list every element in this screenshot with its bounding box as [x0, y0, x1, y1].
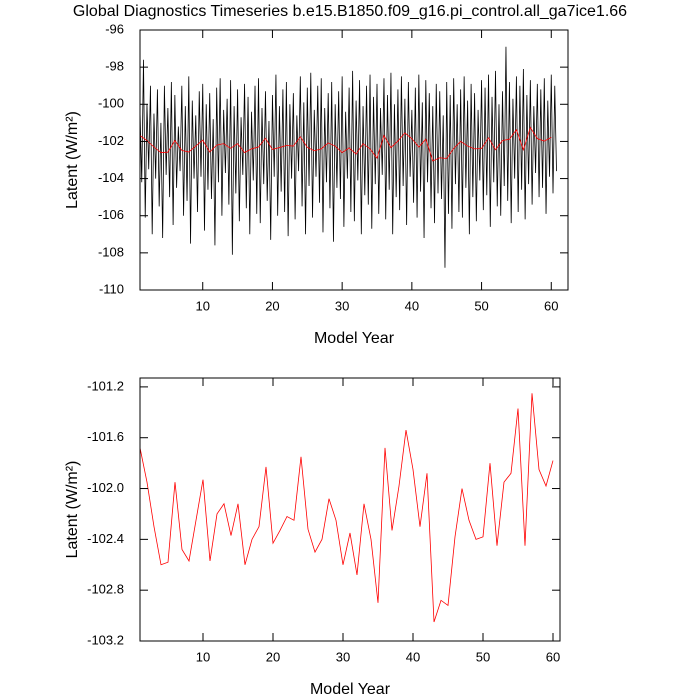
x-tick-label: 60 [544, 298, 558, 313]
y-tick-label: -110 [99, 281, 124, 296]
y-axis-label: Latent (W/m²) [64, 461, 81, 559]
y-tick-label: -96 [105, 21, 124, 36]
data-line [139, 46, 557, 268]
y-tick-label: -103.2 [87, 632, 124, 647]
x-tick-label: 40 [406, 649, 420, 664]
y-tick-label: -102.4 [87, 531, 124, 546]
plot-frame [139, 377, 561, 642]
y-tick-label: -98 [105, 59, 124, 74]
y-tick-label: -101.6 [87, 429, 124, 444]
y-tick-label: -102 [98, 133, 124, 148]
x-tick-label: 30 [335, 298, 349, 313]
x-tick-label: 50 [474, 298, 488, 313]
x-axis-label: Model Year [310, 681, 391, 698]
x-tick-label: 50 [476, 649, 490, 664]
y-tick-label: -102.0 [87, 480, 124, 495]
y-tick-label: -102.8 [87, 582, 124, 597]
x-tick-label: 60 [546, 649, 560, 664]
plot-frame [139, 29, 569, 291]
x-tick-label: 20 [266, 649, 280, 664]
y-tick-label: -106 [98, 207, 124, 222]
data-line [139, 393, 554, 623]
chart-title: Global Diagnostics Timeseries b.e15.B185… [73, 3, 627, 20]
y-axis-label: Latent (W/m²) [64, 111, 81, 209]
x-tick-label: 20 [265, 298, 279, 313]
y-tick-label: -101.2 [87, 378, 124, 393]
y-tick-label: -104 [98, 170, 124, 185]
x-tick-label: 30 [336, 649, 350, 664]
x-tick-label: 10 [196, 649, 210, 664]
x-tick-label: 10 [196, 298, 210, 313]
y-tick-label: -108 [98, 244, 124, 259]
data-line [139, 126, 552, 162]
x-tick-label: 40 [405, 298, 419, 313]
x-axis-label: Model Year [314, 330, 395, 347]
y-tick-label: -100 [98, 96, 124, 111]
